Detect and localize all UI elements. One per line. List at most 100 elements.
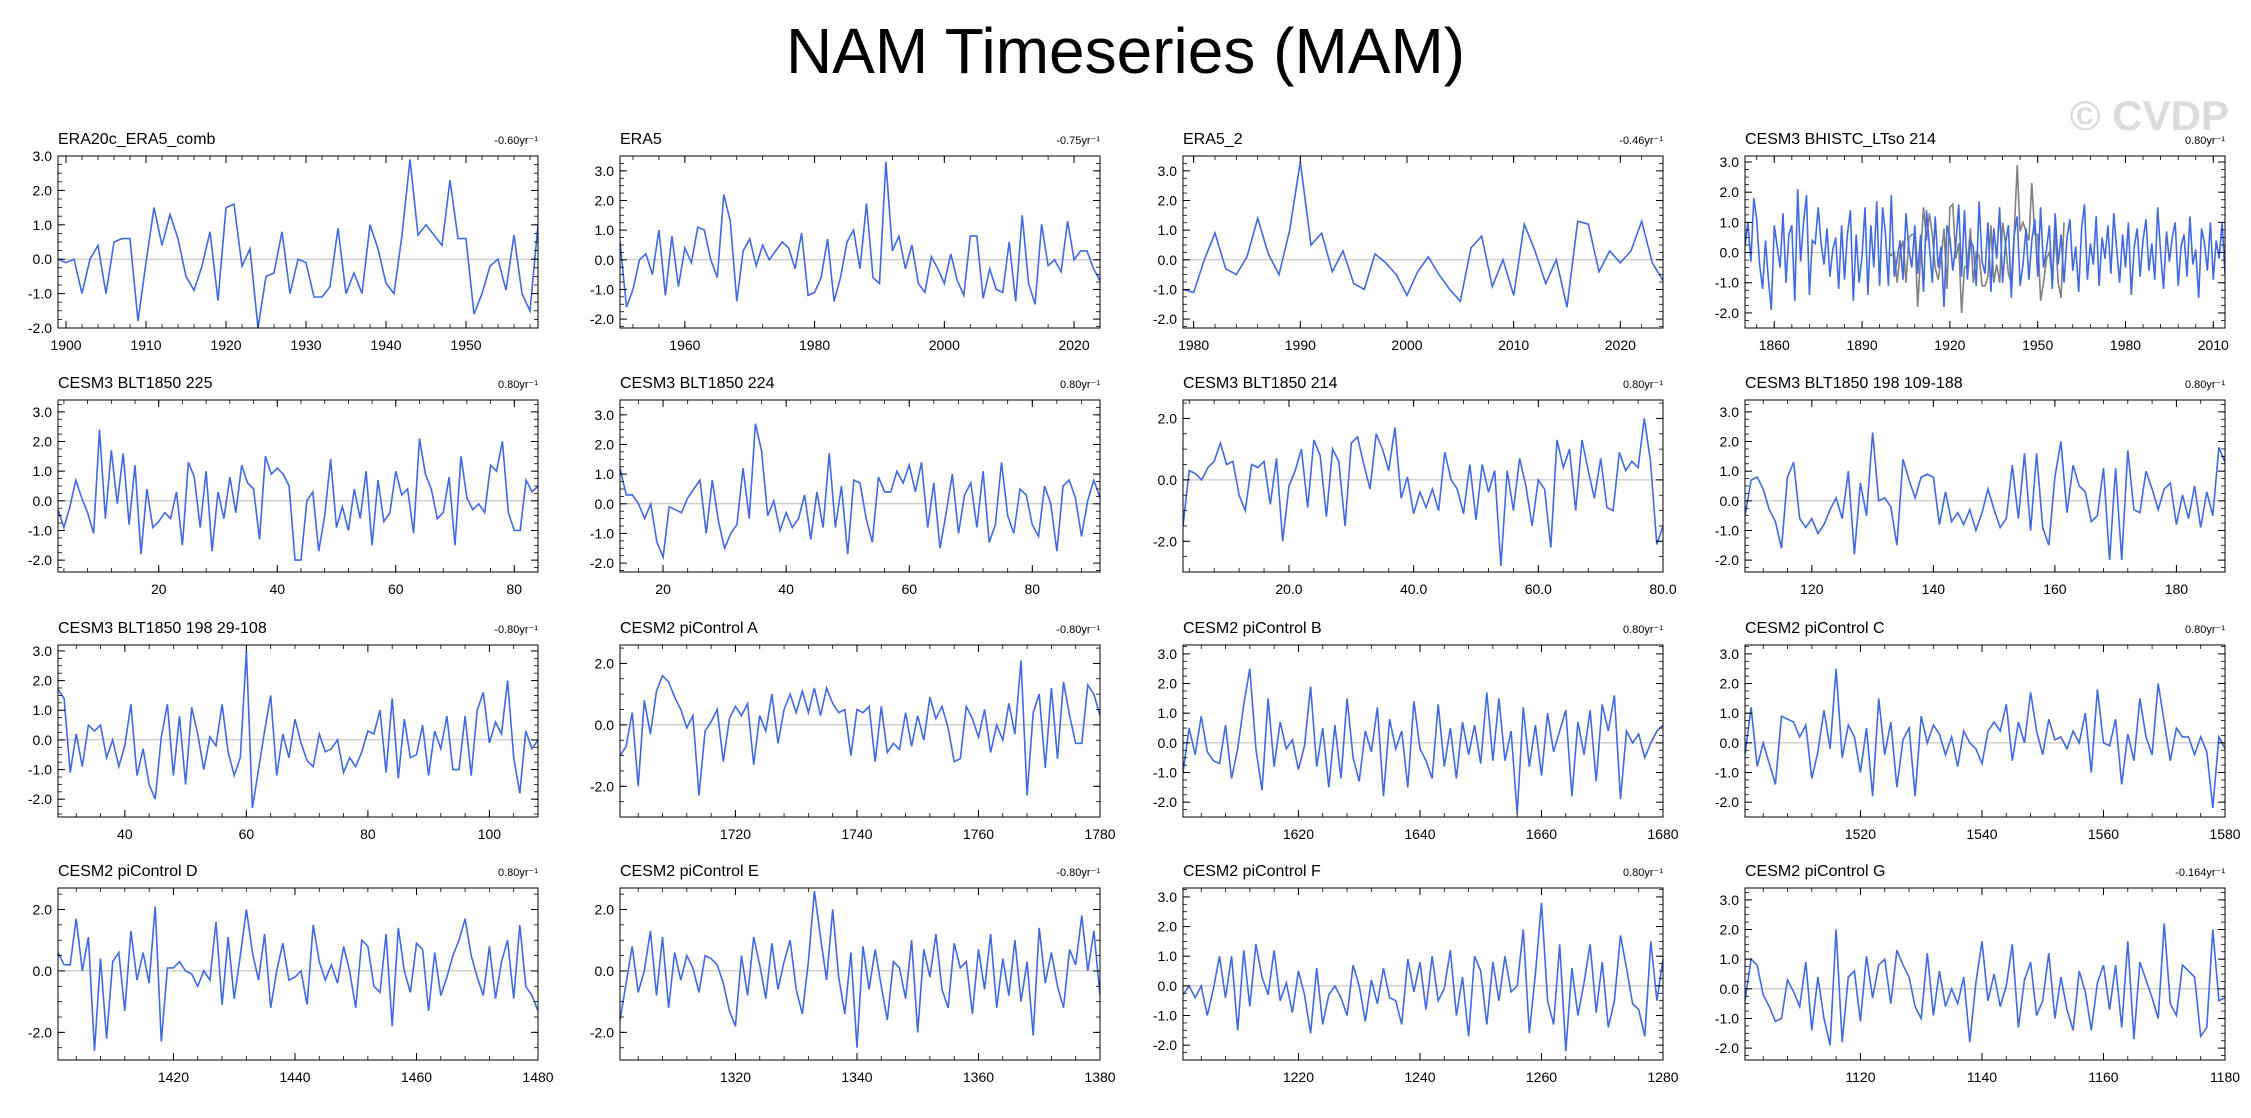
y-tick-label: -1.0 — [28, 522, 52, 538]
panel-title: ERA5 — [620, 131, 662, 148]
y-tick-label: 2.0 — [1158, 410, 1178, 426]
panel-16: CESM2 piControl G -0.164yr⁻¹ -2.0 -1.0 0.0 1.… — [1715, 863, 2240, 1085]
trend-label: 0.80yr⁻¹ — [2185, 379, 2225, 391]
y-tick-label: 3.0 — [595, 163, 615, 179]
panel-title: CESM2 piControl A — [620, 620, 758, 637]
y-tick-label: 2.0 — [1158, 192, 1178, 208]
y-tick-label: 2.0 — [1720, 184, 1740, 200]
y-tick-label: 2.0 — [33, 434, 53, 450]
panel-title: CESM2 piControl E — [620, 863, 759, 880]
obs-overlay-line — [1887, 165, 2065, 313]
figure-title: NAM Timeseries (MAM) — [785, 15, 1466, 87]
x-tick-label: 1520 — [1845, 826, 1876, 842]
panel-3: ERA5_2 -0.46yr⁻¹ -2.0 -1.0 0.0 1.0 2.0 3.0 1980 1… — [1153, 131, 1664, 353]
y-tick-label: 0.0 — [1720, 245, 1740, 261]
y-tick-label: 0.0 — [595, 496, 615, 512]
plot-frame — [619, 155, 1101, 329]
y-tick-label: 1.0 — [1720, 705, 1740, 721]
plot-frame — [619, 644, 1101, 818]
trend-label: 0.80yr⁻¹ — [498, 379, 538, 391]
panel-4: CESM3 BHISTC_LTso 214 0.80yr⁻¹ -2.0 -1.0 0.0… — [1715, 131, 2229, 353]
series-line — [620, 161, 1100, 308]
x-tick-label: 1440 — [279, 1069, 310, 1085]
y-tick-label: 0.0 — [1158, 735, 1178, 751]
y-tick-label: 1.0 — [595, 222, 615, 238]
x-tick-label: 20 — [151, 581, 167, 597]
x-tick-label: 1960 — [669, 337, 700, 353]
plot-frame — [1744, 155, 2226, 329]
y-tick-label: 0.0 — [595, 963, 615, 979]
y-tick-label: -2.0 — [28, 552, 52, 568]
x-tick-label: 1740 — [841, 826, 872, 842]
x-tick-label: 2020 — [1605, 337, 1636, 353]
y-tick-label: 1.0 — [1158, 705, 1178, 721]
series-line — [1745, 432, 2225, 561]
y-tick-label: -2.0 — [590, 1024, 614, 1040]
x-tick-label: 80.0 — [1649, 581, 1676, 597]
series-line — [620, 660, 1100, 796]
y-tick-label: 0.0 — [595, 252, 615, 268]
panel-title: CESM3 BLT1850 198 109-188 — [1745, 375, 1963, 392]
x-tick-label: 1910 — [130, 337, 161, 353]
y-tick-label: 1.0 — [33, 217, 53, 233]
panel-8: CESM3 BLT1850 198 109-188 0.80yr⁻¹ -2.0 -1.… — [1715, 375, 2226, 597]
x-tick-label: 1240 — [1404, 1069, 1435, 1085]
series-line — [58, 429, 538, 561]
series-line — [58, 159, 538, 328]
series-line — [1183, 161, 1663, 308]
y-tick-label: 0.0 — [33, 493, 53, 509]
y-tick-label: -1.0 — [590, 281, 614, 297]
y-tick-label: -1.0 — [28, 286, 52, 302]
panel-1: ERA20c_ERA5_comb -0.60yr⁻¹ -2.0 -1.0 0.0 1.0 2… — [28, 131, 539, 353]
y-tick-label: -2.0 — [590, 311, 614, 327]
x-tick-label: 1420 — [158, 1069, 189, 1085]
x-tick-label: 100 — [478, 826, 502, 842]
plot-frame — [57, 644, 539, 818]
x-tick-label: 40 — [269, 581, 285, 597]
plot-frame — [619, 887, 1101, 1061]
plot-frame — [57, 887, 539, 1061]
y-tick-label: 2.0 — [595, 192, 615, 208]
y-tick-label: 3.0 — [33, 643, 53, 659]
plot-frame — [1744, 644, 2226, 818]
y-tick-label: 1.0 — [33, 463, 53, 479]
x-tick-label: 60 — [239, 826, 255, 842]
plot-frame — [1744, 399, 2226, 573]
panel-title: CESM2 piControl G — [1745, 863, 1886, 880]
y-tick-label: 1.0 — [1720, 214, 1740, 230]
y-tick-label: 0.0 — [33, 963, 53, 979]
y-tick-label: -2.0 — [1153, 1037, 1177, 1053]
y-tick-label: -1.0 — [1715, 275, 1739, 291]
y-tick-label: 2.0 — [1720, 434, 1740, 450]
x-tick-label: 1160 — [2088, 1069, 2118, 1085]
y-tick-label: 3.0 — [1720, 404, 1740, 420]
trend-label: -0.46yr⁻¹ — [1619, 135, 1663, 147]
y-tick-label: 1.0 — [33, 702, 53, 718]
trend-label: 0.80yr⁻¹ — [498, 867, 538, 879]
panel-title: CESM3 BLT1850 198 29-108 — [58, 620, 267, 637]
x-tick-label: 80 — [360, 826, 376, 842]
panel-13: CESM2 piControl D 0.80yr⁻¹ -2.0 0.0 2.0 1420 1… — [28, 863, 554, 1085]
y-tick-label: -2.0 — [1715, 794, 1739, 810]
x-tick-label: 60.0 — [1525, 581, 1552, 597]
trend-label: 0.80yr⁻¹ — [1623, 624, 1663, 636]
y-tick-label: 3.0 — [1720, 892, 1740, 908]
y-tick-label: -1.0 — [1153, 765, 1177, 781]
y-tick-label: 1.0 — [1720, 951, 1740, 967]
panel-12: CESM2 piControl C 0.80yr⁻¹ -2.0 -1.0 0.0 1.0 2… — [1715, 620, 2241, 842]
x-tick-label: 1890 — [1846, 337, 1877, 353]
plot-frame — [1182, 887, 1664, 1061]
y-tick-label: -1.0 — [28, 762, 52, 778]
x-tick-label: 1620 — [1283, 826, 1314, 842]
y-tick-label: -2.0 — [590, 555, 614, 571]
y-tick-label: 3.0 — [1158, 889, 1178, 905]
plot-frame — [1182, 155, 1664, 329]
panel-7: CESM3 BLT1850 214 0.80yr⁻¹ -2.0 0.0 2.0 20.0 4… — [1153, 375, 1677, 597]
y-tick-label: 3.0 — [1720, 646, 1740, 662]
panel-title: CESM3 BLT1850 214 — [1183, 375, 1338, 392]
x-tick-label: 1680 — [1647, 826, 1678, 842]
panel-title: CESM3 BLT1850 224 — [620, 375, 775, 392]
x-tick-label: 1980 — [2110, 337, 2141, 353]
series-line — [620, 423, 1100, 561]
